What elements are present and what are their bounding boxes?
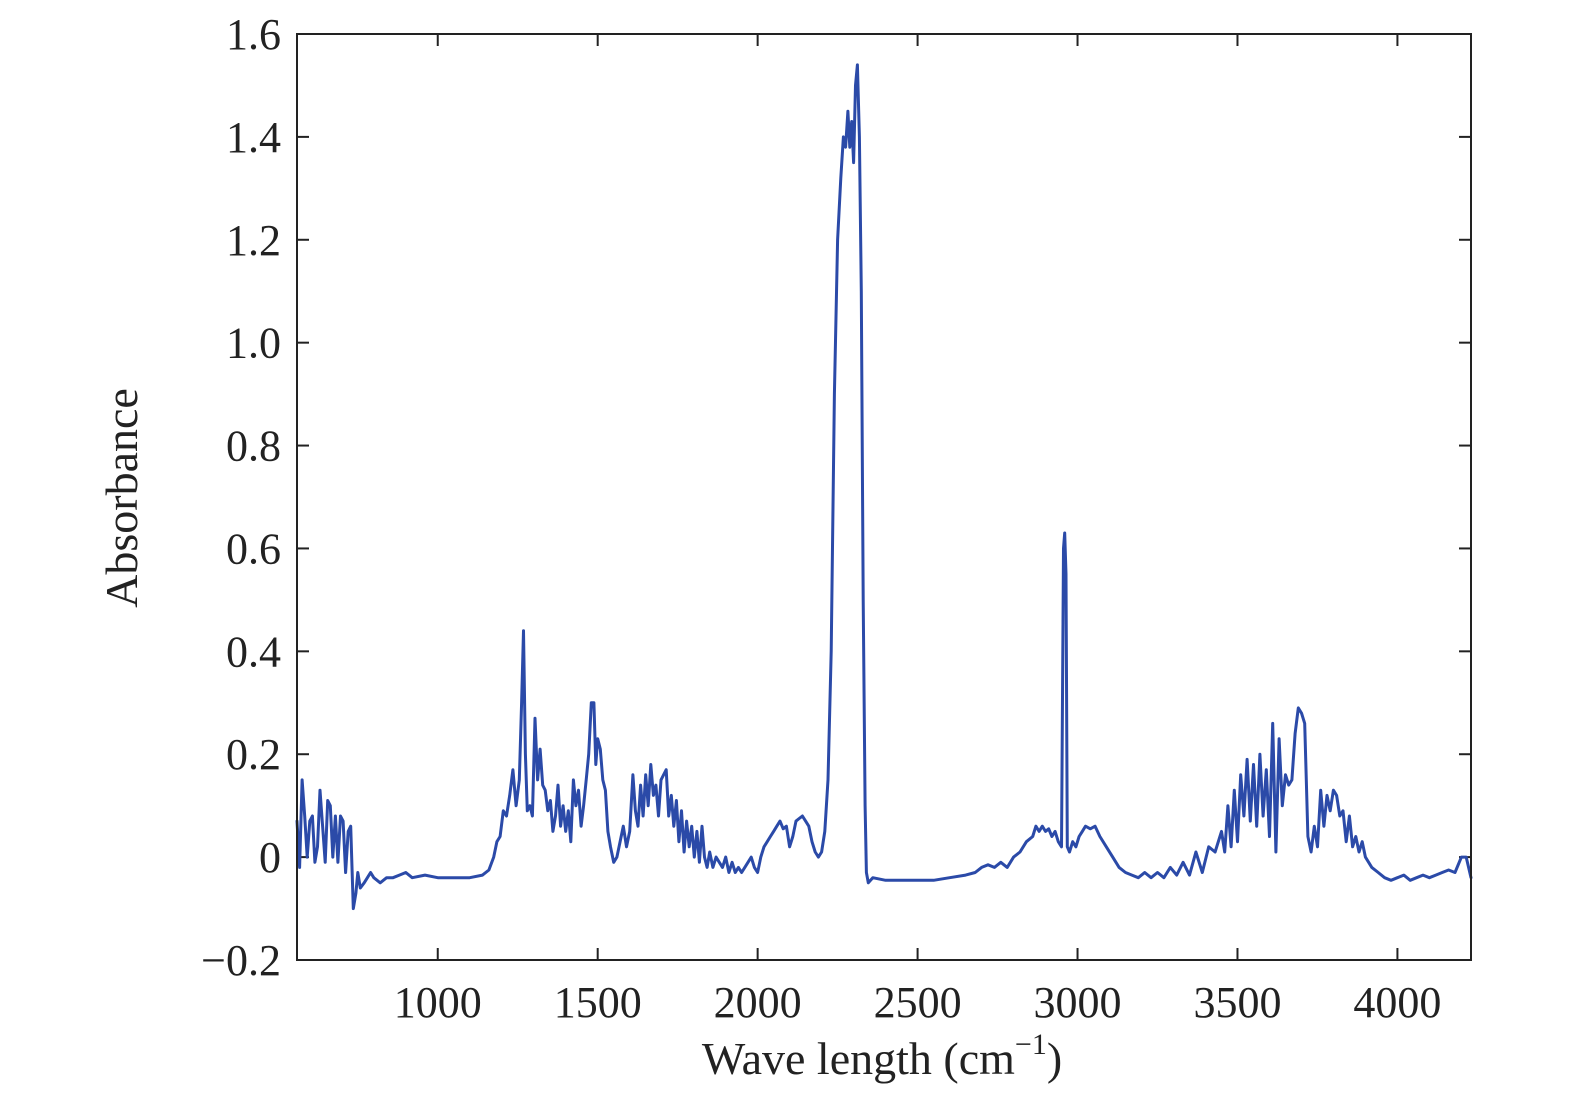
axis-ticks: [297, 33, 1471, 961]
x-tick-label: 3000: [1034, 978, 1122, 1027]
absorbance-series-line: [295, 63, 1473, 911]
x-tick-label: 3500: [1193, 978, 1281, 1027]
x-tick-label: 2000: [714, 978, 802, 1027]
x-axis-title: Wave length (cm−1): [702, 1028, 1062, 1084]
x-tick-label: 1000: [394, 978, 482, 1027]
y-tick-label: 0: [259, 833, 281, 882]
y-tick-label: 1.2: [226, 216, 281, 265]
y-axis-title: Absorbance: [96, 388, 147, 608]
x-axis-title-main: Wave length (cm: [702, 1033, 1015, 1084]
y-tick-label: 1.4: [226, 113, 281, 162]
x-tick-label: 1500: [554, 978, 642, 1027]
y-tick-label: −0.2: [201, 936, 281, 985]
x-tick-label: 4000: [1353, 978, 1441, 1027]
y-tick-label: 0.2: [226, 730, 281, 779]
y-tick-label: 0.8: [226, 422, 281, 471]
y-tick-label: 0.6: [226, 524, 281, 573]
x-tick-label: 2500: [874, 978, 962, 1027]
axis-tick-labels: 1000 1500 2000 2500 3000 3500 4000 −0.2 0 0.2 0.4 0…: [201, 10, 1441, 1027]
y-tick-label: 0.4: [226, 627, 281, 676]
y-tick-label: 1.6: [226, 10, 281, 59]
y-tick-label: 1.0: [226, 319, 281, 368]
x-axis-title-superscript: −1: [1015, 1028, 1047, 1061]
plot-frame: [296, 33, 1472, 961]
x-axis-title-suffix: ): [1047, 1033, 1062, 1084]
